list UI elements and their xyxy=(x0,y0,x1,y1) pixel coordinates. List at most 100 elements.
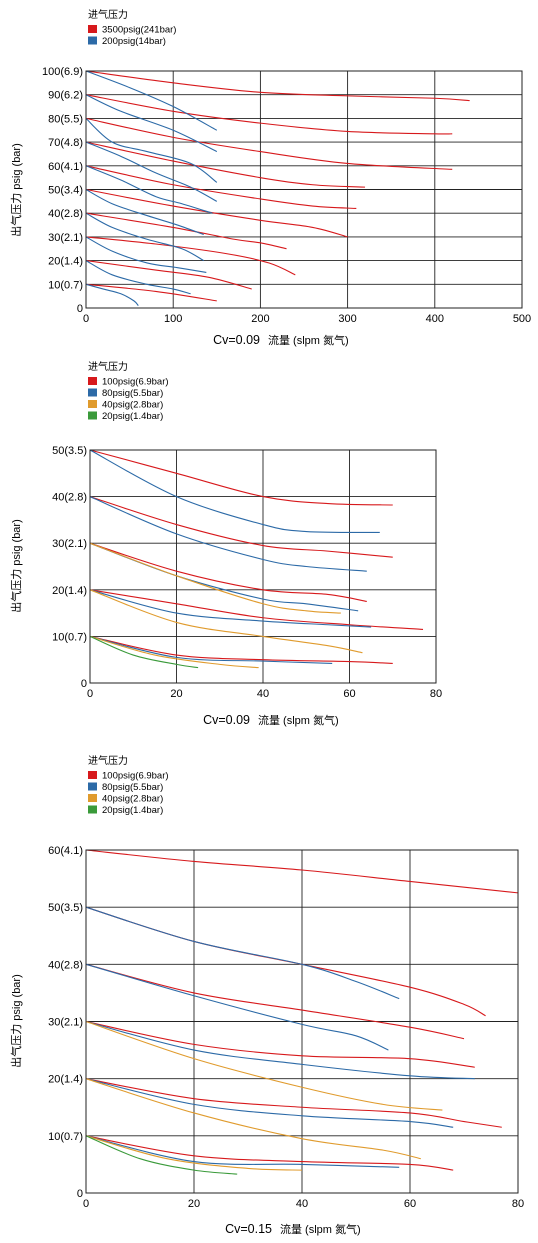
y-tick-label: 20(1.4) xyxy=(52,585,87,597)
x-tick-label: 40 xyxy=(257,688,269,700)
y-tick-label: 40(2.8) xyxy=(48,959,83,971)
series-line-blue xyxy=(85,1020,475,1080)
legend-title: 进气压力 xyxy=(88,754,128,767)
plot-frame xyxy=(89,449,437,684)
y-tick-label: 100(6.9) xyxy=(42,66,83,78)
series-line-orange xyxy=(89,542,341,614)
series-line-red xyxy=(85,260,252,290)
legend-label: 40psig(2.8bar) xyxy=(102,794,163,805)
series-line-blue xyxy=(85,1135,400,1168)
series-line-blue xyxy=(89,496,367,572)
series-line-orange xyxy=(85,1078,421,1160)
x-tick-label: 0 xyxy=(83,1198,89,1210)
x-tick-label: 80 xyxy=(430,688,442,700)
y-tick-label: 30(2.1) xyxy=(52,538,87,550)
legend-swatch xyxy=(88,771,97,779)
series-line-red xyxy=(85,849,519,894)
y-tick-label: 20(1.4) xyxy=(48,1074,83,1086)
series-group xyxy=(85,849,519,1175)
legend-label: 20psig(1.4bar) xyxy=(102,411,163,422)
legend-swatch xyxy=(88,794,97,802)
series-line-red xyxy=(85,963,465,1040)
legend-swatch xyxy=(88,400,97,408)
legend-label: 40psig(2.8bar) xyxy=(102,400,163,411)
x-tick-label: 40 xyxy=(296,1198,308,1210)
x-axis-label: 流量 (slpm 氮气) xyxy=(268,333,349,347)
legend-label: 100psig(6.9bar) xyxy=(102,771,169,782)
x-tick-label: 60 xyxy=(343,688,355,700)
y-tick-label: 30(2.1) xyxy=(48,232,83,244)
legend-swatch xyxy=(88,377,97,385)
y-tick-label: 30(2.1) xyxy=(48,1017,83,1029)
x-axis-label: 流量 (slpm 氮气) xyxy=(258,713,339,727)
y-tick-label: 40(2.8) xyxy=(52,492,87,504)
series-line-blue xyxy=(85,1078,454,1128)
series-line-orange xyxy=(89,635,259,669)
cv-label: Cv=0.09 xyxy=(213,333,260,347)
legend: 进气压力 100psig(6.9bar)80psig(5.5bar)40psig(… xyxy=(88,754,169,816)
legend-label: 80psig(5.5bar) xyxy=(102,782,163,793)
series-line-blue xyxy=(89,635,333,664)
legend-swatch xyxy=(88,411,97,420)
x-tick-label: 400 xyxy=(426,313,444,325)
series-line-red xyxy=(85,1078,502,1128)
legend-title: 进气压力 xyxy=(88,8,128,21)
y-tick-label: 0 xyxy=(81,678,87,690)
series-line-red xyxy=(85,906,486,1017)
series-line-orange xyxy=(85,1020,443,1111)
x-tick-label: 80 xyxy=(512,1198,524,1210)
legend-swatch xyxy=(88,388,97,397)
cv-label: Cv=0.09 xyxy=(203,713,250,727)
legend: 进气压力 100psig(6.9bar)80psig(5.5bar)40psig(… xyxy=(88,360,169,422)
y-axis-label: 出气压力 psig (bar) xyxy=(9,143,23,237)
series-line-red xyxy=(85,236,296,276)
y-tick-label: 70(4.8) xyxy=(48,137,83,149)
series-line-red xyxy=(85,94,453,135)
series-line-red xyxy=(89,449,393,506)
legend-swatch xyxy=(88,36,97,45)
series-line-blue xyxy=(85,165,213,214)
x-tick-label: 500 xyxy=(513,313,531,325)
plot-frame xyxy=(85,849,519,1194)
series-group xyxy=(89,449,424,669)
series-line-blue xyxy=(85,260,191,295)
y-tick-label: 20(1.4) xyxy=(48,256,83,268)
series-line-green xyxy=(85,1135,238,1175)
x-tick-label: 20 xyxy=(188,1198,200,1210)
series-line-red xyxy=(85,1135,454,1171)
series-line-blue xyxy=(85,963,389,1051)
y-tick-label: 50(3.5) xyxy=(48,902,83,914)
y-tick-label: 50(3.5) xyxy=(52,445,87,457)
series-line-blue xyxy=(85,236,207,273)
series-line-blue xyxy=(89,449,380,534)
y-axis-label: 出气压力 psig (bar) xyxy=(9,974,23,1068)
series-line-blue xyxy=(85,94,218,153)
series-group xyxy=(85,70,470,307)
series-line-orange xyxy=(89,589,363,654)
x-tick-label: 60 xyxy=(404,1198,416,1210)
y-tick-label: 10(0.7) xyxy=(52,631,87,643)
y-tick-label: 0 xyxy=(77,303,83,315)
legend-swatch xyxy=(88,782,97,791)
series-line-blue xyxy=(85,141,218,202)
series-line-red xyxy=(85,70,470,102)
chart-1: 进气压力 3500psig(241bar)200psig(14bar) 0 100 20… xyxy=(9,8,531,347)
legend-label: 100psig(6.9bar) xyxy=(102,377,169,388)
series-line-blue xyxy=(85,189,204,236)
grid xyxy=(86,850,518,1193)
plot-frame xyxy=(85,70,523,309)
series-line-blue xyxy=(89,542,359,612)
y-tick-label: 10(0.7) xyxy=(48,1131,83,1143)
legend-label: 80psig(5.5bar) xyxy=(102,388,163,399)
series-line-green xyxy=(89,635,199,669)
y-tick-label: 80(5.5) xyxy=(48,113,83,125)
legend-label: 200psig(14bar) xyxy=(102,36,166,47)
series-line-blue xyxy=(85,70,218,131)
y-tick-label: 10(0.7) xyxy=(48,279,83,291)
x-tick-label: 20 xyxy=(170,688,182,700)
x-tick-label: 300 xyxy=(338,313,356,325)
legend-label: 3500psig(241bar) xyxy=(102,25,176,36)
chart-3: 进气压力 100psig(6.9bar)80psig(5.5bar)40psig(… xyxy=(9,754,524,1236)
series-line-red xyxy=(85,188,348,238)
